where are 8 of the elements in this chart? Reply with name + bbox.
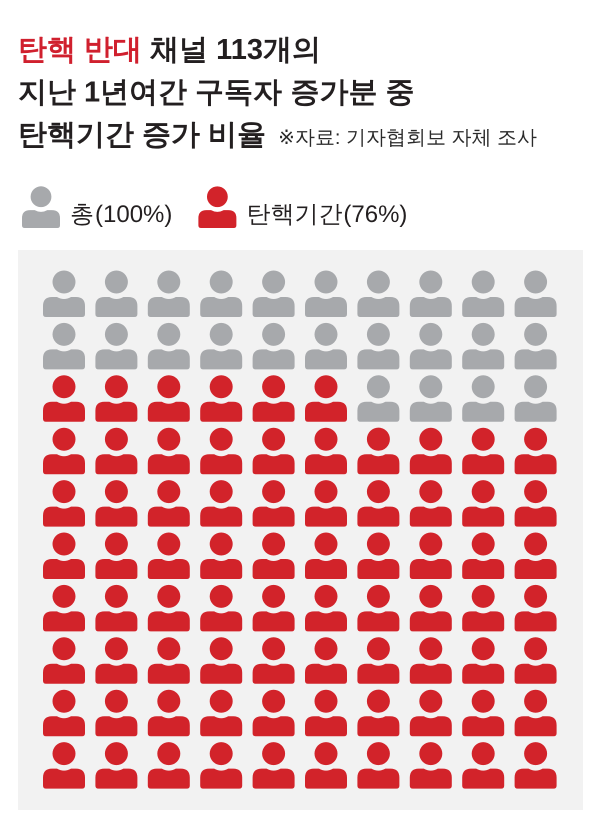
- title: 지난 1년여간 구독자 증가분 중: [18, 76, 414, 108]
- title: 탄핵기간 증가 비율: [18, 119, 266, 151]
- value-label: (76%): [343, 201, 408, 228]
- title: 탄핵 반대 채널 113개의: [18, 34, 321, 66]
- annotation: ※자료: 기자협회보 자체 조사: [278, 127, 538, 149]
- value-label: (100%): [95, 201, 172, 228]
- category-label: 총: [70, 201, 94, 228]
- category-label: 탄핵기간: [246, 201, 342, 228]
